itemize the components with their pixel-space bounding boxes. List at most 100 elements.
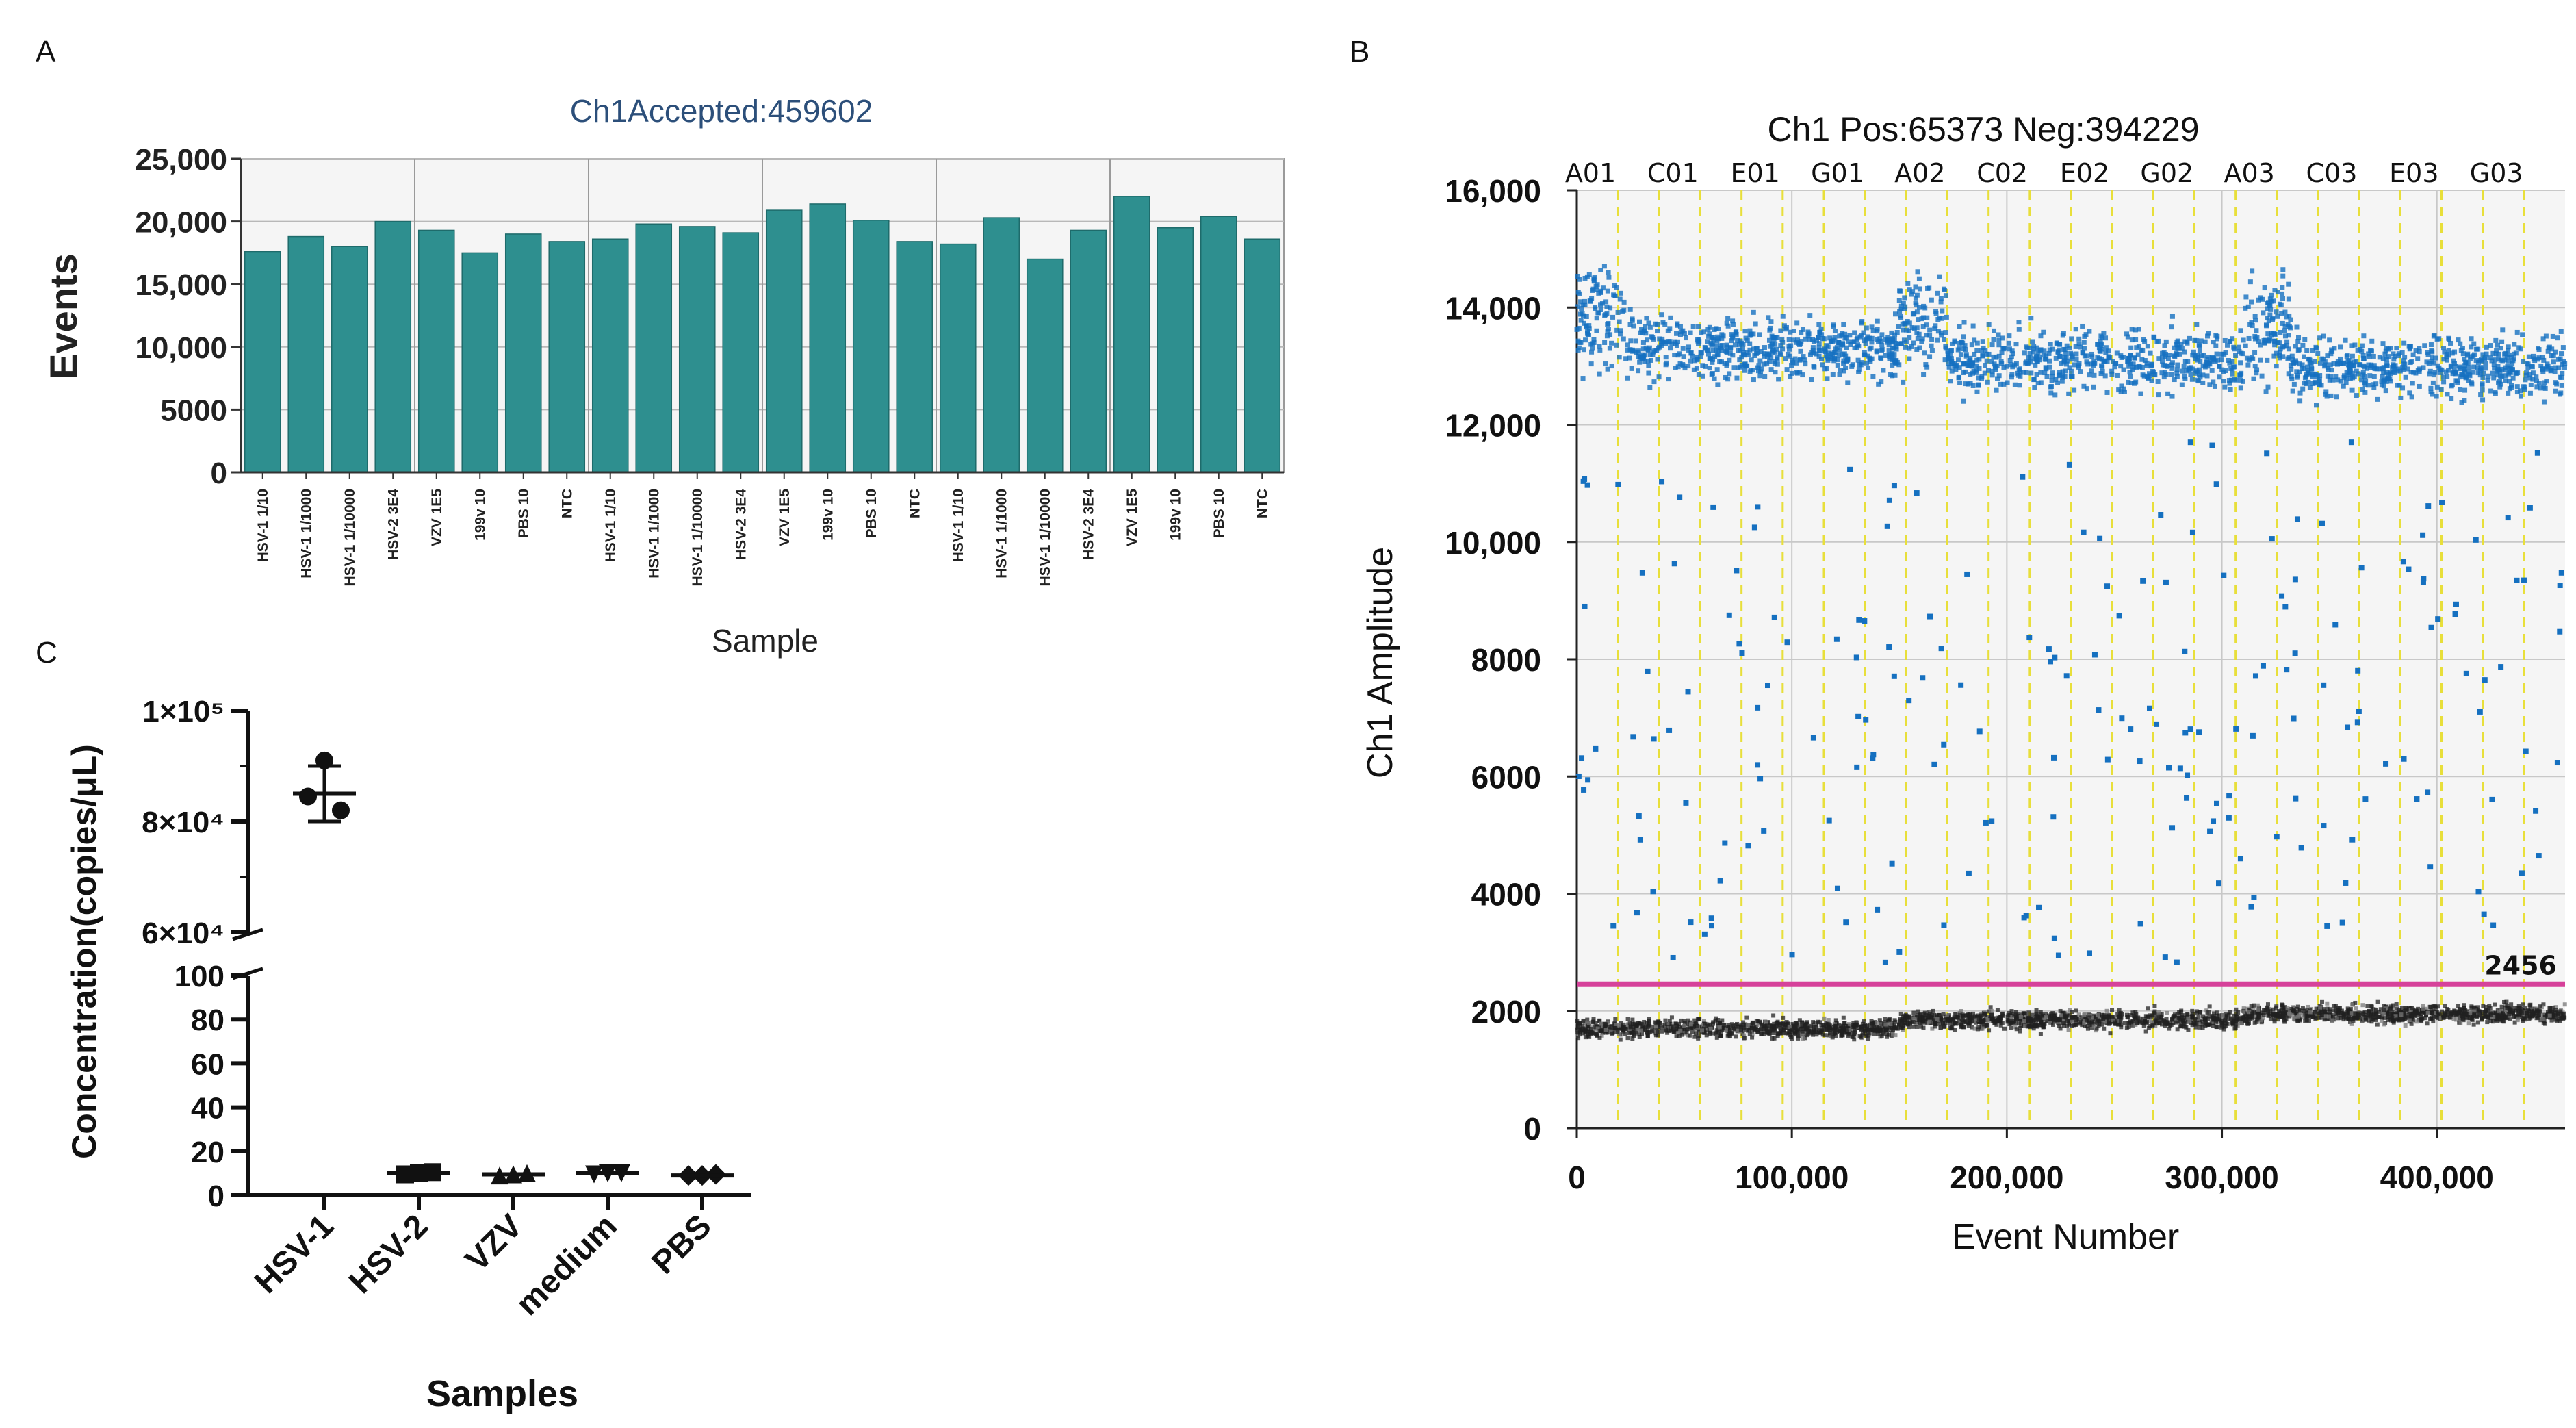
negative-droplet — [1959, 1009, 1963, 1014]
positive-droplet — [1724, 320, 1729, 326]
positive-droplet — [1584, 314, 1589, 319]
positive-droplet — [2146, 376, 2151, 381]
positive-droplet — [2462, 387, 2468, 393]
positive-droplet — [1768, 319, 1774, 324]
negative-droplet — [1653, 1024, 1658, 1029]
positive-droplet — [1749, 357, 1754, 363]
positive-droplet — [2375, 396, 2380, 402]
negative-droplet — [1842, 1030, 1846, 1035]
positive-droplet — [1734, 329, 1739, 335]
negative-droplet — [2553, 1005, 2558, 1010]
negative-droplet — [1621, 1022, 1625, 1027]
negative-droplet — [1671, 1028, 1676, 1032]
negative-droplet — [2310, 1015, 2315, 1019]
positive-droplet — [2063, 361, 2069, 367]
negative-droplet — [1996, 1019, 2000, 1023]
negative-droplet — [1664, 1028, 1669, 1033]
positive-droplet — [1631, 323, 1636, 329]
positive-droplet — [2134, 345, 2139, 350]
positive-droplet — [2478, 365, 2484, 370]
chart-a-y-tick-label: 25,000 — [135, 143, 227, 177]
negative-droplet — [2117, 1022, 2122, 1027]
positive-droplet — [1801, 327, 1806, 332]
negative-droplet — [2054, 1017, 2059, 1021]
rain-droplet — [1666, 727, 1673, 733]
bar — [331, 246, 368, 473]
negative-droplet — [2118, 1019, 2123, 1024]
positive-droplet — [2545, 363, 2551, 368]
positive-droplet — [2238, 372, 2243, 378]
positive-droplet — [2527, 372, 2533, 377]
negative-droplet — [1618, 1026, 1623, 1031]
negative-droplet — [2414, 1019, 2419, 1024]
negative-droplet — [1787, 1024, 1792, 1029]
negative-droplet — [2486, 1008, 2491, 1013]
positive-droplet — [2462, 367, 2467, 372]
positive-droplet — [2002, 346, 2007, 351]
positive-droplet — [2430, 355, 2435, 361]
positive-droplet — [2460, 346, 2465, 351]
negative-droplet — [2382, 1007, 2386, 1012]
rain-droplet — [2116, 613, 2122, 619]
positive-droplet — [1984, 351, 1989, 357]
negative-droplet — [2005, 1018, 2010, 1023]
chart-b-positive-droplets — [1574, 264, 2568, 965]
positive-droplet — [1923, 362, 1929, 368]
negative-droplet — [2226, 1017, 2230, 1021]
positive-droplet — [1705, 327, 1711, 332]
positive-droplet — [1747, 347, 1753, 353]
positive-droplet — [2185, 339, 2190, 344]
positive-droplet — [2393, 370, 2398, 375]
positive-droplet — [1758, 349, 1764, 355]
positive-droplet — [2304, 372, 2309, 378]
positive-droplet — [2256, 339, 2261, 344]
negative-droplet — [2553, 1010, 2558, 1015]
negative-droplet — [1929, 1009, 1933, 1014]
negative-droplet — [2336, 1016, 2341, 1021]
negative-droplet — [1674, 1034, 1679, 1038]
positive-droplet — [1838, 368, 1843, 373]
positive-droplet — [2180, 368, 2185, 374]
negative-droplet — [2156, 1012, 2161, 1017]
positive-droplet — [1864, 337, 1869, 343]
negative-droplet — [1794, 1025, 1799, 1030]
negative-droplet — [1852, 1028, 1857, 1032]
negative-droplet — [2308, 1014, 2313, 1019]
negative-droplet — [2559, 1011, 2564, 1016]
negative-droplet — [2379, 1018, 2384, 1023]
positive-droplet — [1892, 332, 1898, 337]
negative-droplet — [2100, 1017, 2105, 1021]
positive-droplet — [2222, 384, 2228, 390]
positive-droplet — [2274, 350, 2279, 356]
negative-droplet — [1581, 1018, 1586, 1023]
negative-droplet — [1682, 1021, 1687, 1025]
negative-droplet — [2314, 1006, 2319, 1011]
positive-droplet — [2192, 337, 2198, 343]
negative-droplet — [2148, 1015, 2153, 1019]
negative-droplet — [2015, 1012, 2020, 1017]
negative-droplet — [2018, 1025, 2022, 1030]
positive-droplet — [1783, 324, 1789, 330]
positive-droplet — [2076, 363, 2081, 368]
negative-droplet — [2512, 1020, 2517, 1025]
positive-droplet — [1729, 335, 1735, 341]
positive-droplet — [2133, 337, 2139, 342]
positive-droplet — [1841, 322, 1846, 327]
negative-droplet — [1950, 1025, 1955, 1030]
negative-droplet — [2074, 1020, 2078, 1025]
negative-droplet — [1742, 1022, 1747, 1027]
positive-droplet — [1886, 342, 1892, 348]
negative-droplet — [2172, 1014, 2176, 1019]
positive-droplet — [2250, 268, 2255, 274]
positive-droplet — [1890, 362, 1895, 368]
positive-droplet — [2261, 337, 2267, 343]
negative-droplet — [1869, 1019, 1874, 1023]
positive-droplet — [2228, 366, 2234, 371]
negative-droplet — [1905, 1021, 1910, 1025]
negative-droplet — [2412, 1011, 2417, 1016]
positive-droplet — [1816, 345, 1822, 350]
positive-droplet — [2506, 390, 2511, 396]
negative-droplet — [2409, 1021, 2414, 1026]
negative-droplet — [2023, 1024, 2028, 1029]
negative-droplet — [1587, 1034, 1592, 1039]
